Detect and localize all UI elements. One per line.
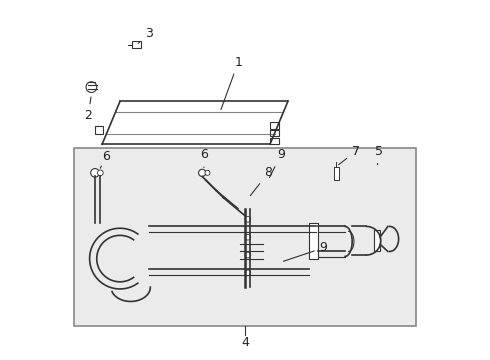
Bar <box>95 126 103 134</box>
Circle shape <box>205 170 210 175</box>
Text: 8: 8 <box>250 166 272 196</box>
Text: 3: 3 <box>138 27 153 44</box>
Bar <box>132 41 142 48</box>
Text: 9: 9 <box>270 148 285 177</box>
Text: 5: 5 <box>375 145 383 165</box>
Text: 2: 2 <box>84 97 92 122</box>
Circle shape <box>98 170 103 176</box>
Bar <box>74 148 416 327</box>
Text: 6: 6 <box>200 148 208 167</box>
Circle shape <box>198 169 206 176</box>
Circle shape <box>245 234 251 240</box>
Bar <box>373 230 380 251</box>
Bar <box>270 130 279 136</box>
Text: 7: 7 <box>339 145 360 165</box>
Text: 1: 1 <box>221 56 242 109</box>
Bar <box>270 122 279 129</box>
Text: 4: 4 <box>241 336 249 349</box>
Circle shape <box>91 168 99 177</box>
Bar <box>309 223 318 258</box>
Bar <box>270 138 279 144</box>
Circle shape <box>245 216 251 222</box>
Circle shape <box>245 270 251 276</box>
Text: 6: 6 <box>100 150 110 168</box>
Circle shape <box>245 252 251 258</box>
Text: 9: 9 <box>283 241 327 261</box>
Bar <box>334 167 339 180</box>
Circle shape <box>86 82 97 93</box>
